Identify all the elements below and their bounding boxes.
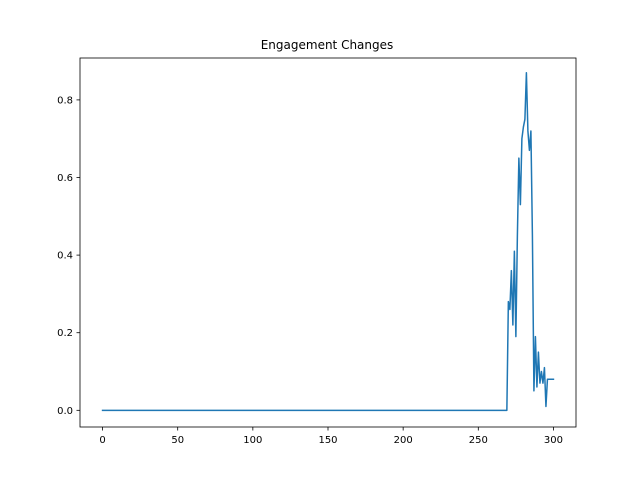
plot-frame — [79, 57, 577, 428]
x-tick-label: 300 — [544, 435, 563, 446]
series-line-0 — [101, 71, 555, 412]
y-tick-label: 0.2 — [57, 328, 73, 339]
x-tick-label: 50 — [171, 435, 184, 446]
x-axis: 0 50 100 150 200 250 300 — [99, 427, 563, 446]
y-axis: 0.0 0.2 0.4 0.6 0.8 — [57, 95, 80, 417]
chart-title: Engagement Changes — [261, 38, 394, 52]
series-layer — [101, 71, 555, 412]
x-tick-label: 250 — [469, 435, 488, 446]
y-tick-label: 0.0 — [57, 406, 73, 417]
y-tick-label: 0.6 — [57, 173, 73, 184]
y-tick-label: 0.8 — [57, 95, 73, 106]
x-tick-label: 100 — [243, 435, 262, 446]
x-tick-label: 150 — [318, 435, 337, 446]
x-tick-label: 200 — [394, 435, 413, 446]
x-tick-label: 0 — [99, 435, 105, 446]
y-tick-label: 0.4 — [57, 251, 73, 262]
